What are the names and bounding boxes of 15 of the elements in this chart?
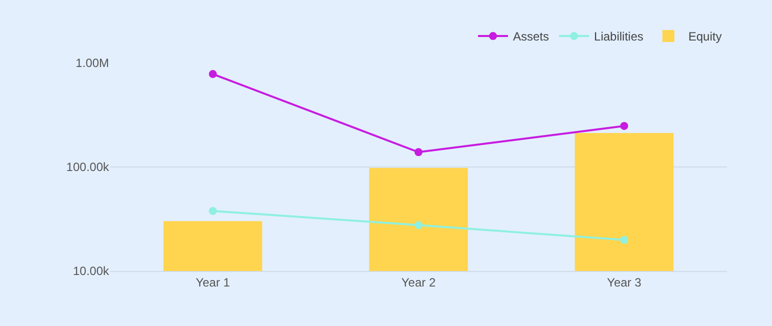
x-tick-label: Year 1: [196, 275, 230, 290]
point: [208, 206, 217, 215]
x-tick-label: Year 3: [607, 275, 642, 290]
point: [414, 221, 422, 230]
point: [414, 148, 422, 156]
point: [208, 70, 217, 78]
point: [620, 236, 628, 244]
y-tick-label: 1.00M: [76, 56, 109, 70]
legend-label: Equity: [688, 30, 722, 44]
point: [620, 122, 628, 130]
x-tick-label: Year 2: [401, 275, 436, 290]
y-tick-label: 100.00k: [66, 160, 110, 174]
y-tick-label: 10.00k: [72, 264, 110, 278]
legend-label: Assets: [513, 30, 550, 44]
legend-label: Liabilities: [594, 30, 644, 44]
